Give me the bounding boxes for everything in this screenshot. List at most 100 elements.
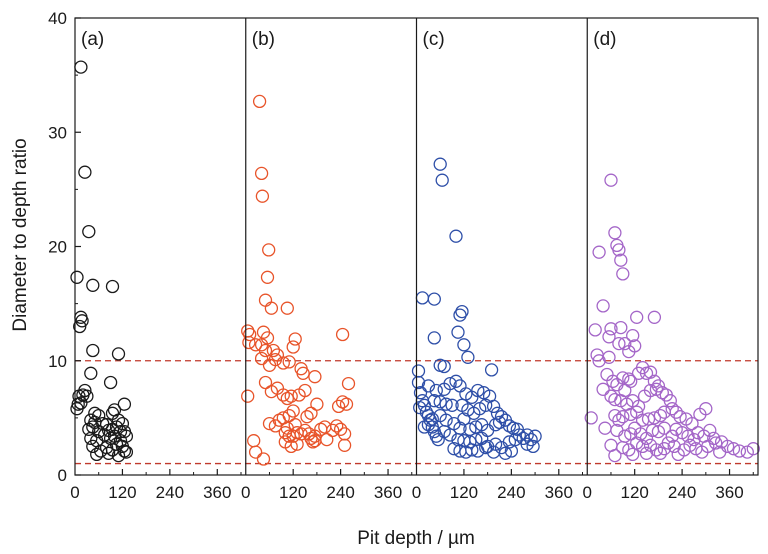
data-point [630,310,644,324]
data-point [308,434,322,448]
panel-label: (d) [593,29,616,50]
data-point [699,402,713,416]
x-tick-label: 240 [326,483,354,502]
data-point [433,395,447,409]
panel-label: (c) [423,29,445,50]
panel-labels: (a) (b) (c) (d) [81,29,616,50]
data-point [639,446,654,460]
data-point [479,440,493,455]
data-point [508,432,522,447]
data-point [584,411,598,425]
data-point [86,343,100,358]
data-point [479,398,493,412]
plot-frame [74,17,759,476]
data-point [75,314,89,328]
data-point [298,383,312,398]
data-point [673,410,687,424]
data-point [443,376,457,391]
data-point [713,445,727,459]
data-point [596,382,610,396]
data-point [300,410,314,424]
data-point [78,165,92,179]
data-point [252,94,267,109]
data-point [647,374,662,388]
data-point [427,331,441,345]
data-point [641,412,656,426]
data-point [703,423,717,438]
data-point [86,278,100,292]
data-point [457,412,471,426]
x-tick-label: 120 [108,483,136,502]
data-point [276,356,290,370]
x-tick-label: 360 [374,483,402,502]
data-point [306,435,320,449]
data-point [435,173,449,187]
data-point [70,402,84,416]
data-point [726,442,741,456]
x-tick-label: 0 [70,483,79,502]
data-point [746,442,760,456]
data-point [417,420,432,434]
tick-labels: 0 10 20 30 40 0 120 240 360 0 120 240 360 0 120 240 360 0… [48,9,744,502]
data-point [255,189,270,203]
data-point [510,422,524,436]
data-point [86,439,100,454]
data-point [256,452,271,466]
data-point [592,245,606,259]
data-point [667,439,681,454]
data-point [653,446,668,460]
data-point [339,397,354,411]
x-tick-label: 120 [450,483,478,502]
data-point [455,304,469,319]
data-point [626,447,640,462]
data-point [241,389,255,403]
data-point [471,444,485,458]
data-point [330,419,344,433]
data-point [604,322,618,336]
data-point [248,445,263,459]
data-point [665,402,679,416]
data-point [318,420,332,434]
x-tick-label: 120 [620,483,648,502]
data-point [447,442,461,456]
data-point [111,448,126,463]
data-point [320,432,334,447]
y-axis-label: Diameter to depth ratio [10,138,31,331]
data-point [111,347,126,361]
data-point [247,434,261,448]
data-point [608,448,622,463]
data-point [624,374,638,388]
data-point [99,440,114,455]
data-point [421,379,436,393]
data-point [326,423,340,438]
data-point [602,330,616,344]
data-point [290,437,304,451]
data-point [612,413,626,427]
data-point [465,443,479,457]
data-point [647,310,662,324]
data-point [443,428,457,442]
data-point [526,439,540,454]
data-point [608,226,622,240]
y-tick-label: 20 [48,238,67,257]
data-point [92,408,106,423]
data-point [457,338,471,352]
data-points [70,60,760,466]
data-point [248,338,263,352]
data-point [439,397,453,411]
data-point [504,444,519,458]
x-tick-label: 240 [156,483,184,502]
data-point [622,372,636,386]
data-point [709,436,723,450]
data-point [242,335,256,350]
data-point [427,394,441,408]
data-point [520,437,534,451]
data-point [453,308,467,322]
data-point [608,392,622,407]
data-point [614,253,628,267]
data-point [335,327,350,342]
data-point [429,429,443,443]
axis-ticks [75,17,754,476]
data-point [411,375,426,390]
